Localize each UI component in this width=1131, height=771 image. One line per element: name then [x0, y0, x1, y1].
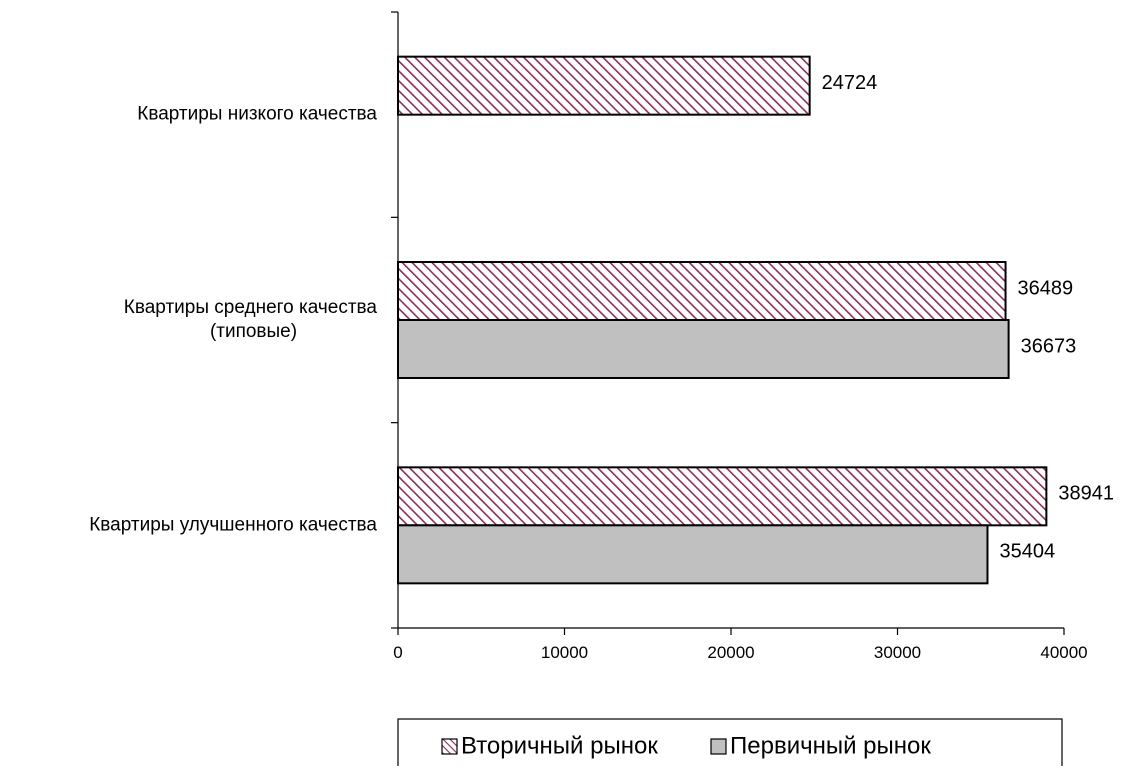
x-tick-label: 0 — [393, 643, 402, 662]
category-label: Квартиры улучшенного качества — [89, 514, 377, 535]
labels: 24724 Квартиры низкого качества 36489 36673… — [89, 72, 1114, 563]
bar-secondary-2 — [397, 466, 1048, 527]
bars — [397, 55, 1048, 585]
category-label-line: (типовые) — [210, 321, 297, 342]
bar-secondary-1 — [397, 261, 1007, 321]
axes: 0 10000 20000 30000 40000 — [391, 11, 1088, 662]
data-label: 36489 — [1018, 277, 1074, 299]
legend-box — [397, 718, 1063, 771]
legend-label: Вторичный рынок — [461, 732, 658, 759]
legend-swatch-secondary — [441, 738, 458, 755]
x-tick-label: 20000 — [707, 643, 754, 662]
data-label: 38941 — [1058, 483, 1114, 505]
data-label: 24724 — [822, 72, 878, 94]
bar-primary-2 — [397, 524, 989, 585]
x-tick-label: 30000 — [874, 643, 921, 662]
bar-primary-1 — [397, 319, 1010, 379]
x-tick-label: 10000 — [541, 643, 588, 662]
category-label: Квартиры среднего качества (типовые) — [124, 297, 378, 342]
data-label: 35404 — [999, 541, 1055, 563]
category-label-line: Квартиры улучшенного качества — [89, 514, 377, 535]
data-label: 36673 — [1021, 335, 1077, 357]
legend-label: Первичный рынок — [730, 732, 931, 759]
category-label-line: Квартиры среднего качества — [124, 297, 378, 318]
category-label: Квартиры низкого качества — [137, 104, 377, 125]
legend: Вторичный рынок Первичный рынок — [397, 718, 1063, 771]
legend-swatch-primary — [710, 738, 727, 755]
category-label-line: Квартиры низкого качества — [137, 104, 377, 125]
bar-secondary-0 — [397, 55, 811, 116]
x-tick-label: 40000 — [1040, 643, 1087, 662]
